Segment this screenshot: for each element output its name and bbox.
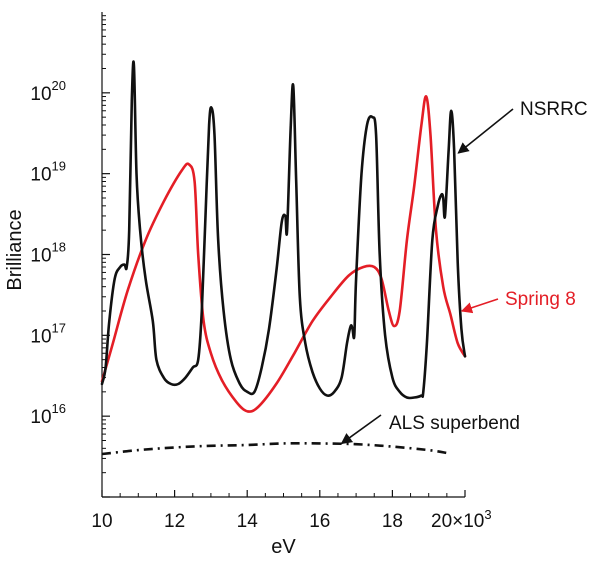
annotation-label-als-superbend: ALS superbend xyxy=(389,413,520,434)
y-tick-label: 1016 xyxy=(30,401,66,428)
y-tick-label: 1020 xyxy=(30,78,66,105)
y-tick-label-exp: 16 xyxy=(52,401,66,416)
x-tick-label: 16 xyxy=(309,511,330,532)
y-tick-label-base: 10 xyxy=(30,165,51,186)
annotation-arrow-spring-8 xyxy=(460,298,499,314)
series-line-nsrrc xyxy=(100,60,467,400)
series-line-als-superbend xyxy=(101,441,448,456)
y-tick-label-exp: 17 xyxy=(52,320,66,335)
x-tick-label-base: 20×10 xyxy=(431,511,484,532)
x-tick-label: 12 xyxy=(164,511,185,532)
x-axis-title: eV xyxy=(271,536,296,558)
y-tick-label: 1019 xyxy=(30,159,66,186)
x-tick-label-exp: 3 xyxy=(484,507,491,522)
annotation-arrow-als-superbend xyxy=(340,414,382,445)
y-tick-label-base: 10 xyxy=(30,407,51,428)
series-line-spring-8 xyxy=(100,95,467,413)
series-layer xyxy=(100,60,467,456)
y-tick-label-exp: 18 xyxy=(52,240,66,255)
annotation-layer: NSRRC Spring 8 ALS superbend xyxy=(340,99,588,445)
annotation-arrow-nsrrc xyxy=(457,108,514,154)
y-tick-label: 1017 xyxy=(30,320,66,347)
x-tick-label: 14 xyxy=(237,511,259,532)
x-tick-label: 20×103 xyxy=(431,507,492,532)
x-tick-label: 10 xyxy=(91,511,112,532)
y-tick-label-base: 10 xyxy=(30,84,51,105)
y-tick-label-base: 10 xyxy=(30,326,51,347)
x-tick-label: 18 xyxy=(382,511,403,532)
y-axis-title: Brilliance xyxy=(4,209,26,290)
annotation-label-spring-8: Spring 8 xyxy=(505,289,576,310)
y-tick-label: 1018 xyxy=(30,240,66,267)
y-tick-label-exp: 19 xyxy=(52,159,66,174)
y-tick-label-exp: 20 xyxy=(52,78,66,93)
y-tick-label-base: 10 xyxy=(30,246,51,267)
annotation-label-nsrrc: NSRRC xyxy=(520,99,588,120)
